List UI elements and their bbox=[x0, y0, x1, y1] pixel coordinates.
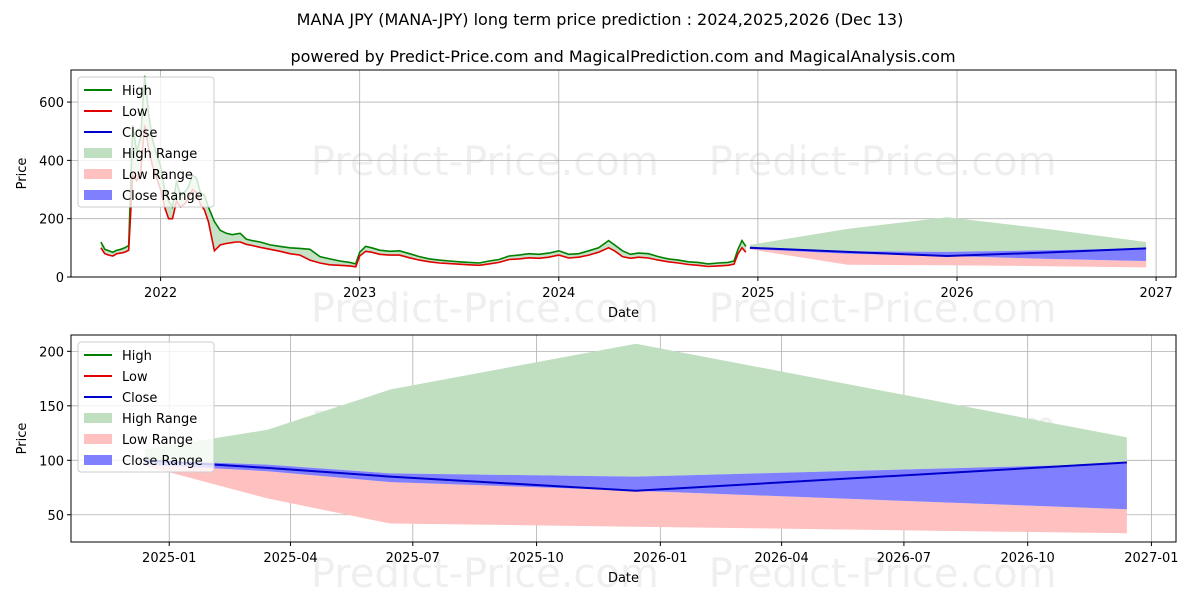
watermark-layer: Predict-Price.com Predict-Price.com Predic… bbox=[311, 139, 1057, 332]
legend-high-label: High bbox=[122, 349, 152, 364]
plot-layer bbox=[144, 343, 1127, 534]
x-tick-label: 2027-01 bbox=[1124, 551, 1178, 566]
x-tick-label: 2026-01 bbox=[633, 551, 687, 566]
legend-low-range-swatch bbox=[84, 434, 112, 444]
watermark-text: Predict-Price.com bbox=[709, 551, 1057, 597]
y-tick-label: 150 bbox=[39, 400, 64, 415]
low-range-band bbox=[144, 464, 1127, 534]
tick-layer: 2025-01 2025-04 2025-07 2025-10 2026-01 2026-… bbox=[39, 345, 1178, 566]
y-tick-label: 200 bbox=[39, 345, 64, 360]
x-axis-label: Date bbox=[608, 571, 639, 586]
x-tick-label: 2023 bbox=[343, 286, 376, 301]
y-tick-label: 400 bbox=[39, 154, 64, 169]
legend-high-range-swatch bbox=[84, 413, 112, 423]
legend-high-label: High bbox=[122, 84, 152, 99]
x-tick-label: 2026-04 bbox=[754, 551, 808, 566]
legend-high-range-swatch bbox=[84, 148, 112, 158]
legend-low-label: Low bbox=[122, 105, 148, 120]
panel-forecast-detail: Predict-Price.comPredict-Price.comPredic… bbox=[15, 334, 1179, 597]
legend-low-label: Low bbox=[122, 370, 148, 385]
plot-layer bbox=[100, 75, 1147, 268]
watermark-text: Predict-Price.com bbox=[311, 551, 659, 597]
legend-low-range-label: Low Range bbox=[122, 433, 193, 448]
legend: High Low Close High Range Low Range Close Ran… bbox=[77, 341, 215, 473]
x-tick-label: 2022 bbox=[144, 286, 177, 301]
y-axis-label: Price bbox=[15, 423, 30, 455]
tick-layer: 2022 2023 2024 2025 2026 2027 0 200 400 600 bbox=[39, 96, 1172, 301]
close-range-band bbox=[144, 460, 1127, 510]
watermark-text: Predict-Price.com bbox=[311, 286, 659, 332]
legend-high-range-label: High Range bbox=[122, 147, 197, 162]
axes-frame bbox=[70, 334, 1177, 543]
panel-overview: Predict-Price.com Predict-Price.com Predic… bbox=[15, 69, 1177, 332]
high-range-band bbox=[144, 343, 1127, 477]
x-tick-label: 2025-04 bbox=[263, 551, 317, 566]
legend-low-range-label: Low Range bbox=[122, 168, 193, 183]
x-tick-label: 2025 bbox=[741, 286, 774, 301]
legend-close-range-label: Close Range bbox=[122, 189, 203, 204]
forecast-close-line bbox=[144, 459, 1127, 492]
y-tick-label: 0 bbox=[56, 271, 64, 286]
chart-subtitle: powered by Predict-Price.com and Magical… bbox=[290, 47, 955, 66]
legend-close-range-swatch bbox=[84, 190, 112, 200]
legend: High Low Close High Range Low Range Close Ran… bbox=[77, 76, 215, 208]
x-tick-label: 2025-07 bbox=[386, 551, 440, 566]
legend-close-label: Close bbox=[122, 126, 157, 141]
y-tick-label: 50 bbox=[47, 509, 64, 524]
close-range-band bbox=[749, 247, 1147, 261]
y-axis-label: Price bbox=[15, 158, 30, 190]
x-tick-label: 2025-01 bbox=[142, 551, 196, 566]
x-tick-label: 2026-07 bbox=[877, 551, 931, 566]
y-tick-label: 200 bbox=[39, 213, 64, 228]
legend-close-range-swatch bbox=[84, 455, 112, 465]
forecast-close-line bbox=[749, 246, 1147, 258]
x-tick-label: 2025-10 bbox=[509, 551, 563, 566]
low-range-band bbox=[749, 249, 1147, 268]
chart-title: MANA JPY (MANA-JPY) long term price pred… bbox=[297, 10, 904, 29]
legend-low-range-swatch bbox=[84, 169, 112, 179]
watermark-text: Predict-Price.com bbox=[311, 139, 659, 185]
y-tick-label: 600 bbox=[39, 96, 64, 111]
watermark-text: Predict-Price.com bbox=[709, 286, 1057, 332]
legend-high-range-label: High Range bbox=[122, 412, 197, 427]
x-tick-label: 2027 bbox=[1140, 286, 1173, 301]
x-tick-label: 2026-10 bbox=[1001, 551, 1055, 566]
x-tick-label: 2026 bbox=[940, 286, 973, 301]
high-range-band bbox=[749, 217, 1147, 252]
x-axis-label: Date bbox=[608, 306, 639, 321]
x-tick-label: 2024 bbox=[542, 286, 575, 301]
watermark-text: Predict-Price.com bbox=[709, 139, 1057, 185]
axes-frame bbox=[70, 69, 1177, 278]
legend-close-range-label: Close Range bbox=[122, 454, 203, 469]
legend-close-label: Close bbox=[122, 391, 157, 406]
y-tick-label: 100 bbox=[39, 454, 64, 469]
